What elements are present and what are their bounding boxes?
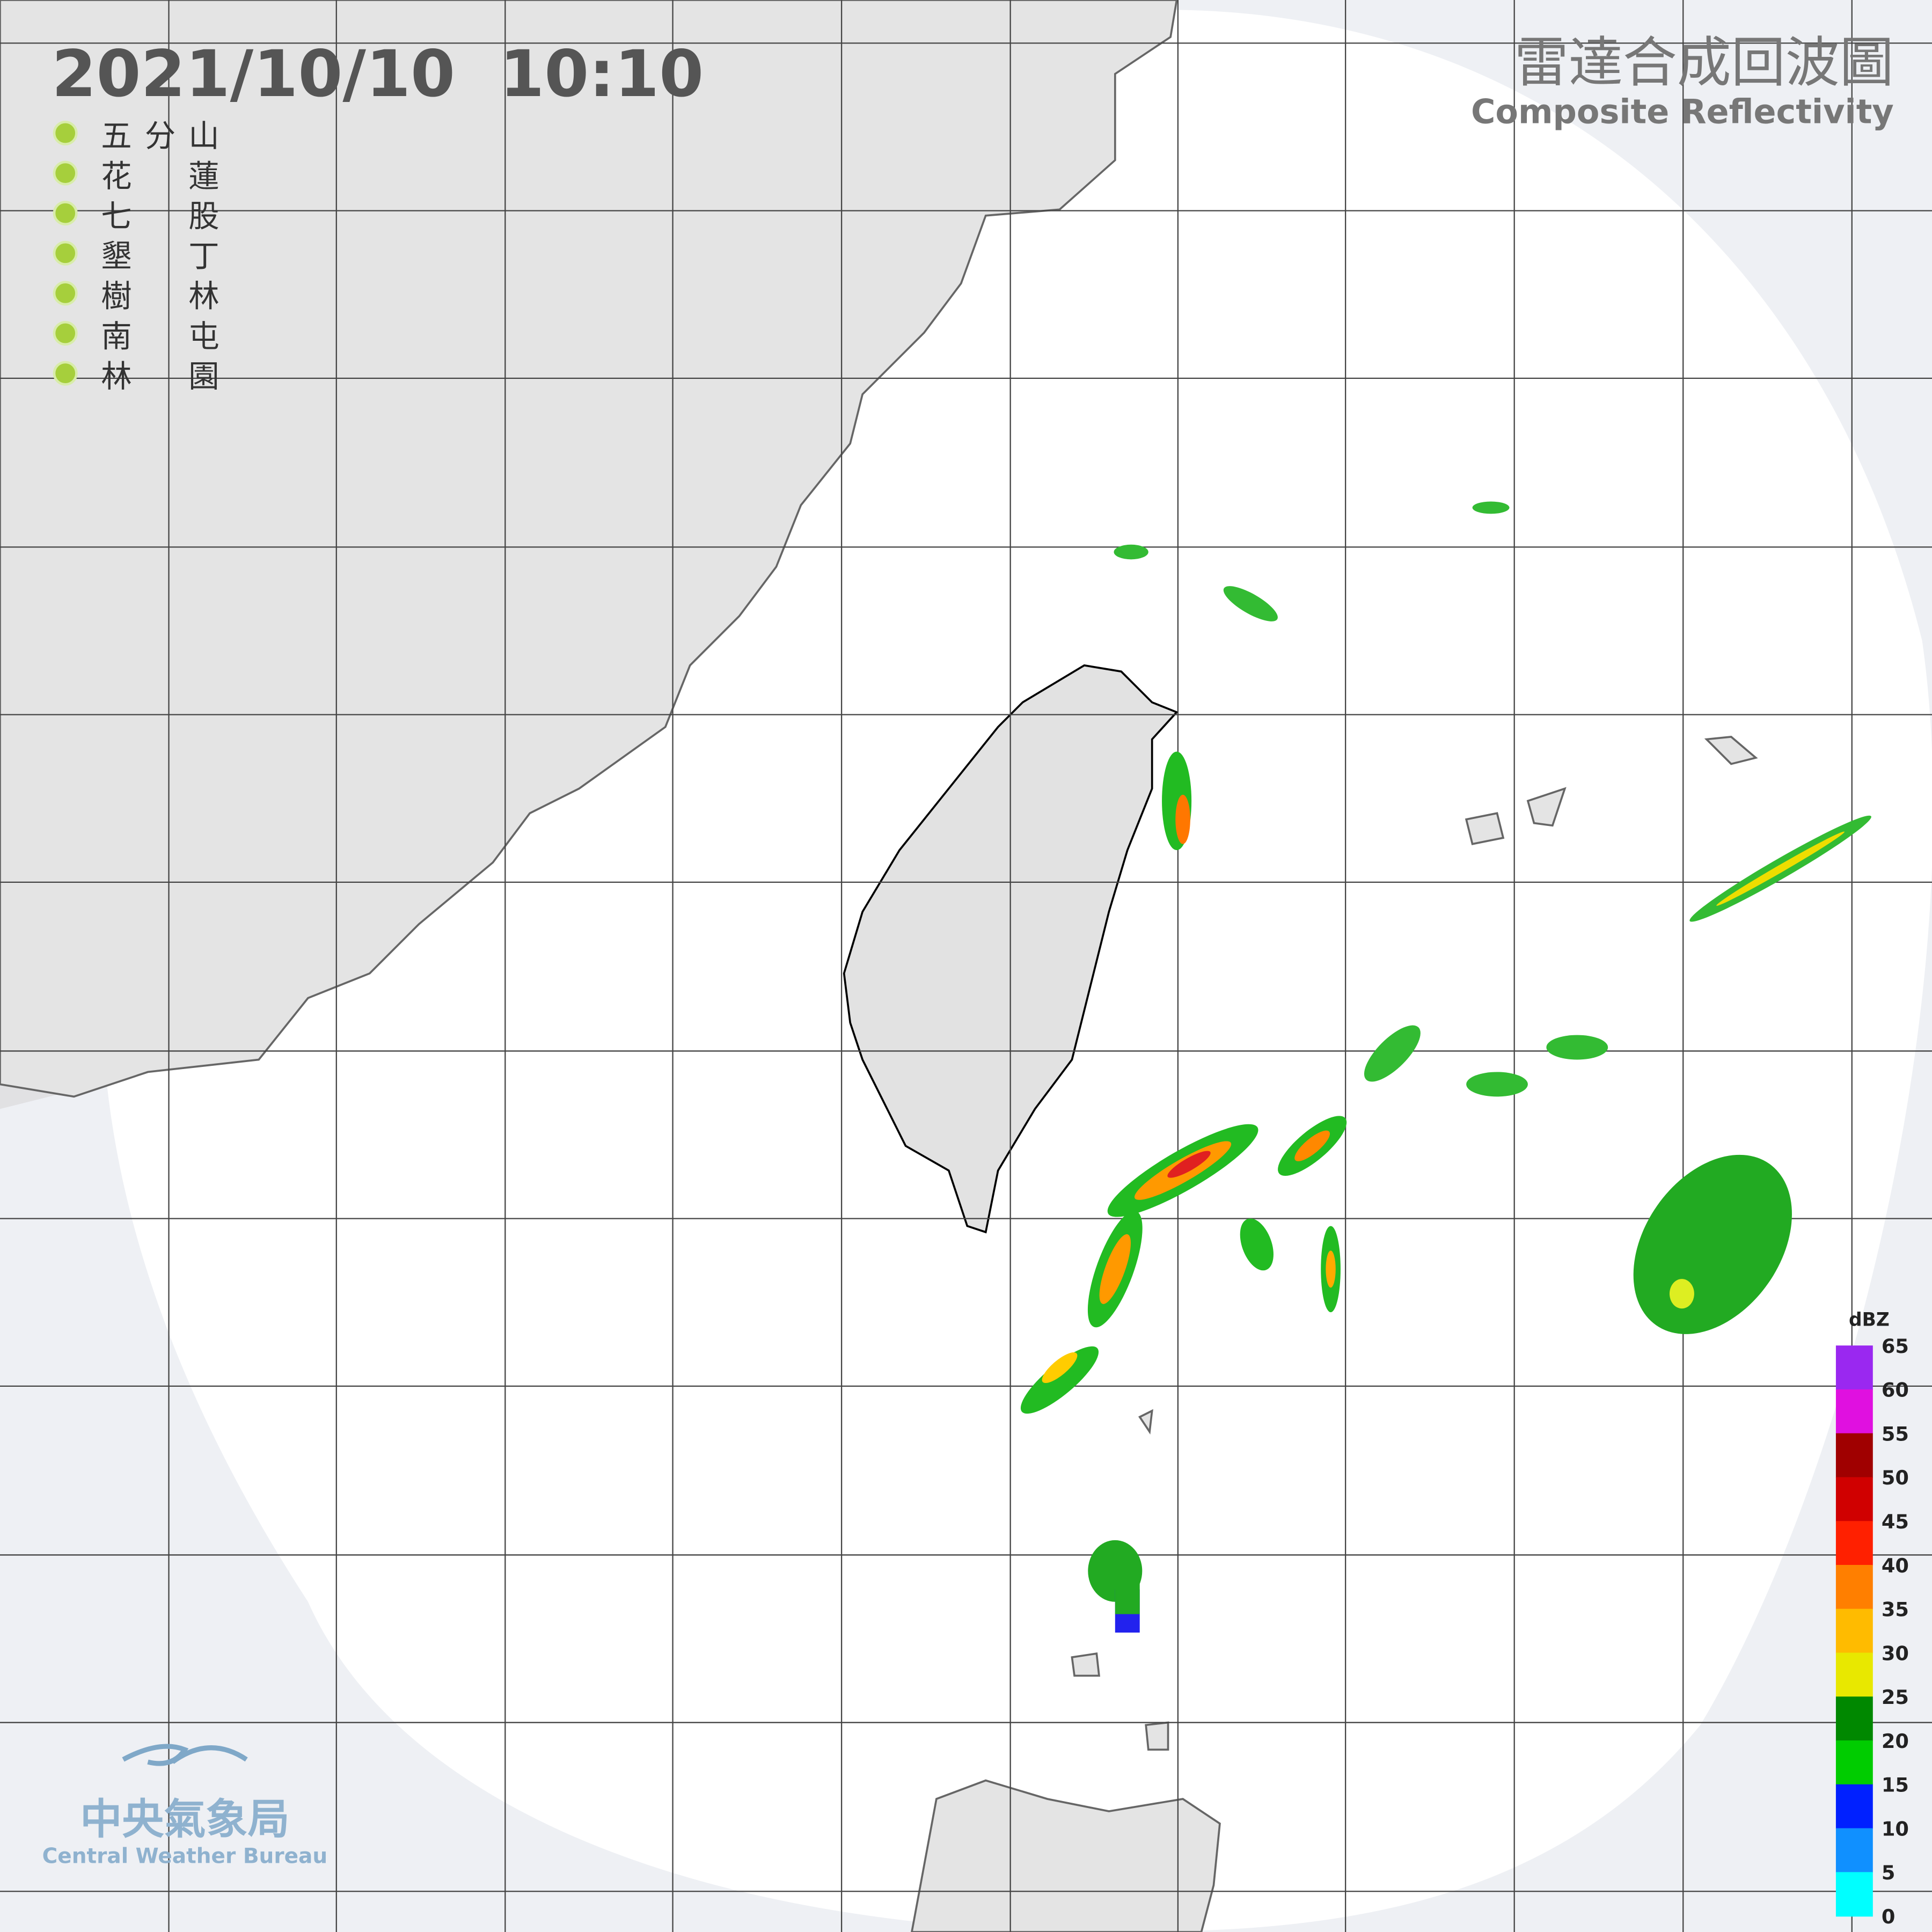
legend-swatch — [1835, 1740, 1873, 1785]
legend-unit: dBZ — [1849, 1309, 1890, 1330]
legend-tick-label: 40 — [1882, 1554, 1909, 1577]
station-dot — [53, 281, 78, 306]
legend-tick-label: 65 — [1882, 1335, 1909, 1358]
legend-swatch — [1835, 1477, 1873, 1522]
radar-echoes — [1020, 501, 1871, 1633]
legend-swatch — [1835, 1652, 1873, 1697]
legend-swatch — [1835, 1828, 1873, 1873]
legend-tick-label: 50 — [1882, 1466, 1909, 1489]
datetime: 2021/10/10 10:10 — [52, 37, 704, 112]
station-dot — [53, 361, 78, 386]
legend-swatch — [1835, 1784, 1873, 1829]
station-dot — [53, 160, 78, 186]
station-dot — [53, 240, 78, 266]
islands — [1071, 736, 1758, 1751]
logo: 中央氣象局 Central Weather Bureau — [42, 1744, 328, 1868]
legend-tick-label: 55 — [1882, 1422, 1909, 1445]
legend-tick-label: 25 — [1882, 1686, 1909, 1709]
title-en: Composite Reflectivity — [1471, 92, 1894, 131]
station-dot — [53, 121, 78, 145]
legend-tick-label: 0 — [1882, 1905, 1896, 1928]
title-zh: 雷達合成回波圖 — [1514, 31, 1894, 94]
legend-swatch — [1835, 1696, 1873, 1741]
legend-tick-label: 30 — [1882, 1642, 1909, 1665]
legend-tick-label: 15 — [1882, 1774, 1909, 1797]
mainland-coast — [0, 0, 1178, 1098]
legend-tick-label: 20 — [1882, 1730, 1909, 1753]
legend-tick-label: 10 — [1882, 1817, 1909, 1840]
legend-swatch — [1835, 1564, 1873, 1609]
logo-en: Central Weather Bureau — [42, 1844, 328, 1868]
legend-tick-label: 35 — [1882, 1598, 1909, 1621]
legend-swatch — [1835, 1433, 1873, 1478]
legend-tick-label: 5 — [1882, 1861, 1896, 1884]
legend-tick-label: 45 — [1882, 1510, 1909, 1533]
legend-swatch — [1835, 1872, 1873, 1917]
legend-swatch — [1835, 1521, 1873, 1566]
legend-tick-label: 60 — [1882, 1379, 1909, 1402]
station-dot — [53, 321, 78, 346]
legend-swatch — [1835, 1389, 1873, 1434]
legend-swatch — [1835, 1345, 1873, 1391]
station-name: 五分山 — [101, 118, 219, 154]
luzon-coast — [911, 1779, 1221, 1932]
logo-zh: 中央氣象局 — [80, 1795, 289, 1843]
legend-swatch — [1835, 1608, 1873, 1653]
station-dot — [53, 201, 78, 226]
